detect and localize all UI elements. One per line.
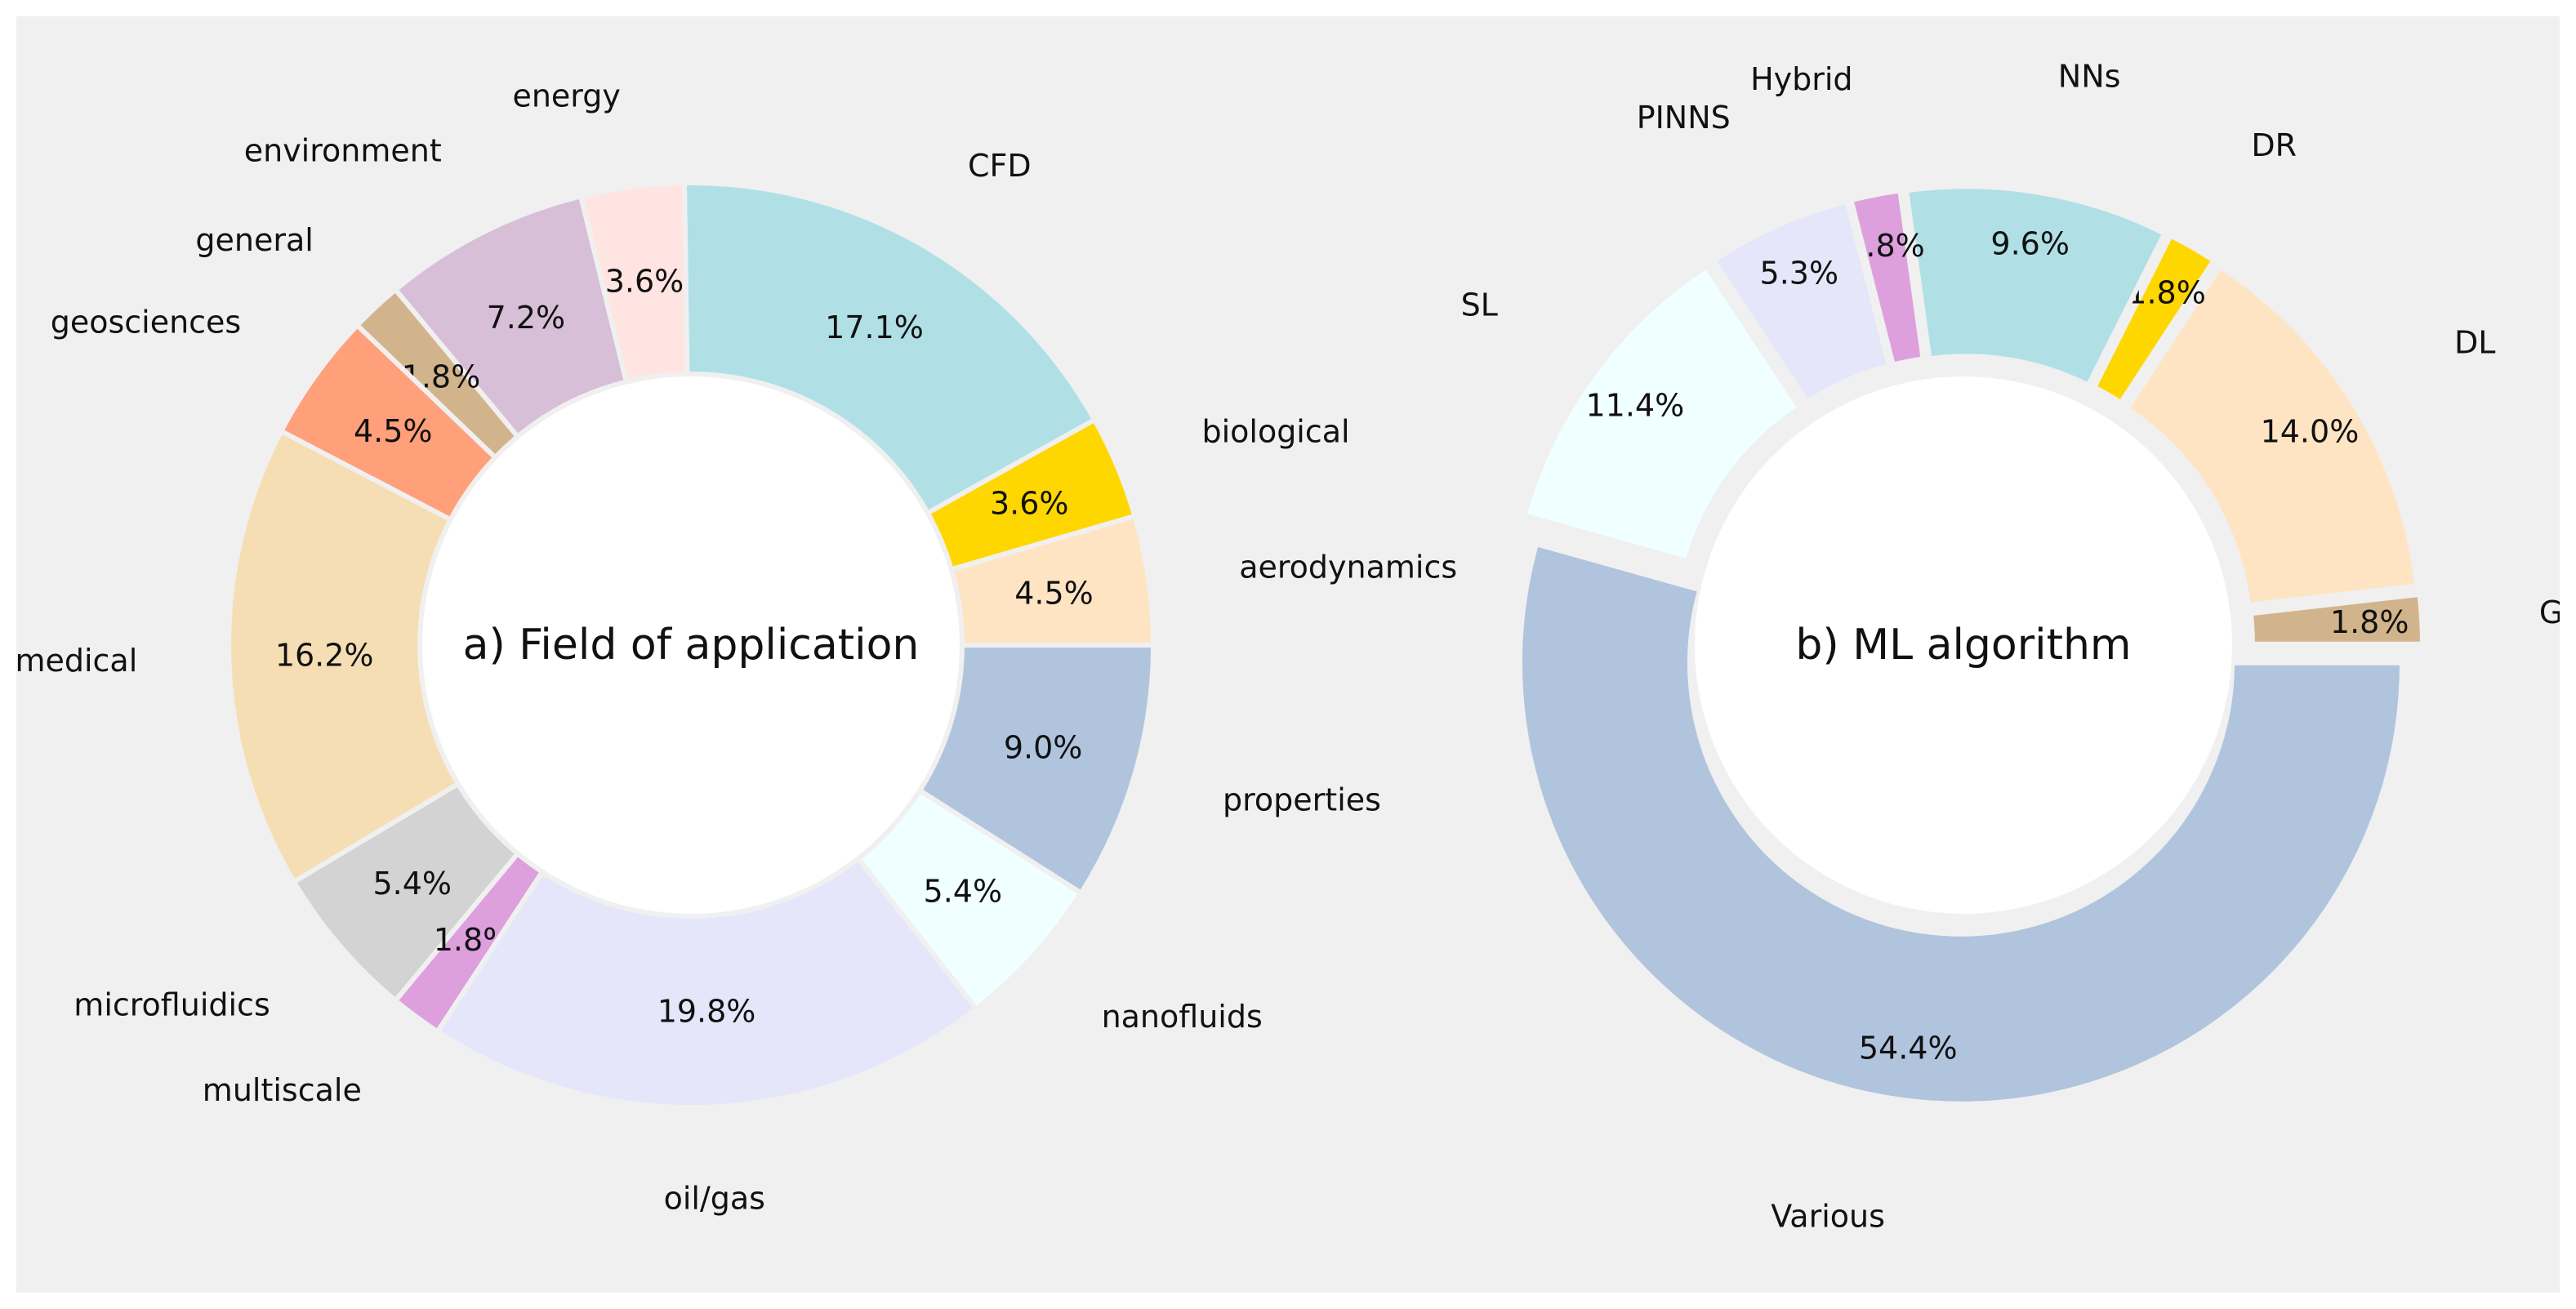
pct-label-energy: 3.6% bbox=[605, 264, 684, 300]
category-label-geosciences: geosciences bbox=[51, 305, 242, 341]
category-label-hybrid: Hybrid bbox=[1750, 61, 1853, 97]
pct-label-nns: 9.6% bbox=[1990, 226, 2070, 262]
pct-label-microfluidics: 5.4% bbox=[373, 866, 452, 902]
slice-properties bbox=[916, 643, 1157, 897]
pct-label-geosciences: 4.5% bbox=[354, 413, 433, 449]
category-label-oil-gas: oil/gas bbox=[664, 1180, 765, 1216]
category-label-general: general bbox=[195, 222, 313, 258]
field-of-application-chart: 4.5% aerodynamics 3.6% biological 17.1% CFD 3.… bbox=[16, 78, 1457, 1216]
slice-pinns bbox=[1710, 198, 1892, 406]
slice-various bbox=[1518, 541, 2405, 1106]
category-label-properties: properties bbox=[1223, 781, 1381, 817]
figure-background: 4.5% aerodynamics 3.6% biological 17.1% CFD 3.… bbox=[16, 16, 2560, 1293]
pct-label-pinns: 5.3% bbox=[1760, 255, 1839, 291]
ml-algorithm-chart: 1.8%GP14.0%DL1.8%DR9.6%NNs1.8%Hybrid5.3%… bbox=[1461, 59, 2560, 1235]
slice-medical bbox=[226, 428, 461, 886]
category-label-sl: SL bbox=[1461, 287, 1498, 323]
slice-sl bbox=[1521, 262, 1803, 565]
category-label-various: Various bbox=[1771, 1198, 1885, 1234]
pct-label-biological: 3.6% bbox=[990, 486, 1069, 522]
category-label-microfluidics: microfluidics bbox=[74, 987, 270, 1023]
category-label-nns: NNs bbox=[2058, 59, 2121, 95]
slice-dl bbox=[2124, 263, 2420, 608]
category-label-pinns: PINNS bbox=[1637, 100, 1731, 136]
chart-title: b) ML algorithm bbox=[1795, 621, 2131, 670]
category-label-medical: medical bbox=[16, 643, 137, 679]
donut-hole bbox=[1695, 376, 2232, 914]
pct-label-aerodynamics: 4.5% bbox=[1014, 576, 1094, 612]
category-label-multiscale: multiscale bbox=[203, 1072, 362, 1108]
pct-label-gp: 1.8% bbox=[2330, 604, 2409, 640]
category-label-aerodynamics: aerodynamics bbox=[1239, 549, 1457, 585]
slice-dr bbox=[2091, 232, 2217, 407]
pct-label-various: 54.4% bbox=[1859, 1030, 1958, 1066]
category-label-cfd: CFD bbox=[968, 148, 1032, 184]
donut-charts: 4.5% aerodynamics 3.6% biological 17.1% CFD 3.… bbox=[16, 59, 2560, 1235]
donut-hole bbox=[422, 376, 960, 914]
pct-label-cfd: 17.1% bbox=[825, 309, 924, 345]
slice-gp bbox=[2248, 591, 2425, 647]
pct-label-medical: 16.2% bbox=[275, 638, 374, 674]
pct-label-dl: 14.0% bbox=[2261, 414, 2360, 450]
category-label-dr: DR bbox=[2251, 127, 2297, 163]
chart-title: a) Field of application bbox=[463, 621, 920, 670]
category-label-dl: DL bbox=[2454, 325, 2495, 361]
slice-nns bbox=[1903, 184, 2168, 389]
pct-label-oil-gas: 19.8% bbox=[657, 994, 756, 1030]
pct-label-sl: 11.4% bbox=[1585, 387, 1684, 423]
category-label-nanofluids: nanofluids bbox=[1102, 999, 1263, 1035]
slice-hybrid bbox=[1847, 188, 1926, 368]
category-label-environment: environment bbox=[244, 133, 442, 169]
slice-cfd bbox=[681, 180, 1099, 517]
category-label-biological: biological bbox=[1201, 413, 1349, 449]
category-label-gp: GP bbox=[2539, 594, 2560, 630]
category-label-energy: energy bbox=[512, 78, 620, 114]
pct-label-environment: 7.2% bbox=[487, 300, 566, 336]
slice-oil-gas bbox=[434, 855, 980, 1110]
pct-label-properties: 9.0% bbox=[1004, 729, 1083, 765]
pct-label-nanofluids: 5.4% bbox=[924, 873, 1003, 909]
